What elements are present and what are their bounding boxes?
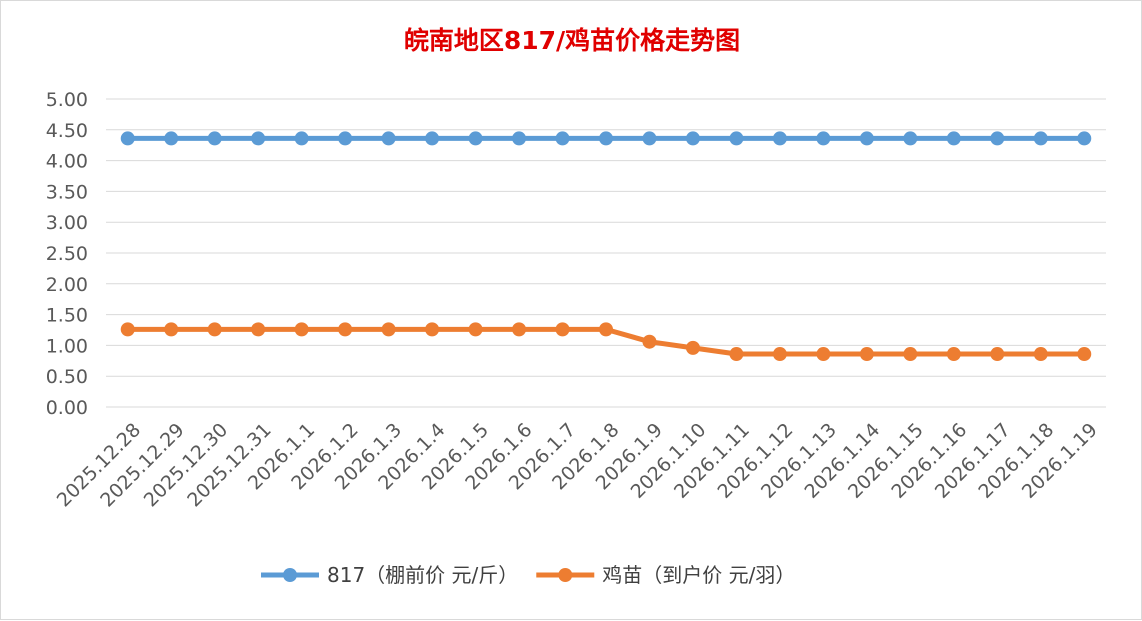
- data-point: [512, 131, 527, 146]
- data-point: [381, 131, 396, 146]
- data-point: [903, 347, 918, 362]
- data-point: [381, 322, 396, 337]
- y-tick-label: 1.50: [46, 305, 88, 327]
- data-point: [729, 347, 744, 362]
- legend-item-2: 鸡苗（到户价 元/羽）: [536, 563, 795, 587]
- y-tick-label: 0.00: [46, 397, 88, 419]
- series-1: [120, 131, 1092, 146]
- data-point: [990, 347, 1005, 362]
- x-axis-ticks: 2025.12.282025.12.292025.12.302025.12.31…: [53, 419, 1102, 511]
- data-point: [990, 131, 1005, 146]
- data-point: [1033, 131, 1048, 146]
- y-tick-label: 3.50: [46, 181, 88, 203]
- data-point: [338, 322, 353, 337]
- data-point: [294, 131, 309, 146]
- data-point: [772, 131, 787, 146]
- data-point: [859, 131, 874, 146]
- y-tick-label: 3.00: [46, 212, 88, 234]
- data-point: [468, 322, 483, 337]
- legend-marker: [558, 568, 573, 582]
- data-point: [512, 322, 527, 337]
- data-point: [642, 334, 657, 349]
- legend-marker: [283, 568, 297, 582]
- data-point: [903, 131, 918, 146]
- data-point: [120, 322, 135, 337]
- series-layer: [120, 131, 1092, 362]
- data-point: [772, 347, 787, 362]
- data-point: [1077, 131, 1092, 146]
- y-tick-label: 4.50: [46, 120, 88, 142]
- data-point: [251, 322, 266, 337]
- data-point: [164, 322, 179, 337]
- data-point: [425, 131, 440, 146]
- y-tick-label: 4.00: [46, 151, 88, 173]
- legend-item-1: 817（棚前价 元/斤）: [261, 563, 518, 587]
- data-point: [599, 322, 613, 337]
- data-point: [729, 131, 744, 146]
- data-point: [685, 340, 700, 355]
- data-point: [207, 131, 222, 146]
- data-point: [946, 347, 961, 362]
- data-point: [251, 131, 266, 146]
- series-2: [120, 322, 1092, 362]
- y-axis-ticks: 0.00 0.50 1.00 1.50 2.00 2.50 3.00 3.50 4.00 4.50…: [46, 89, 88, 419]
- y-tick-label: 2.50: [46, 243, 88, 265]
- data-point: [946, 131, 961, 146]
- grid-lines: [106, 98, 1106, 408]
- data-point: [642, 131, 657, 146]
- data-point: [164, 131, 179, 146]
- data-point: [816, 347, 831, 362]
- data-point: [1033, 347, 1048, 362]
- y-tick-label: 0.50: [46, 366, 88, 388]
- data-point: [599, 131, 613, 146]
- data-point: [425, 322, 440, 337]
- legend: 817（棚前价 元/斤） 鸡苗（到户价 元/羽）: [261, 563, 795, 587]
- data-point: [120, 131, 135, 146]
- data-point: [468, 131, 483, 146]
- data-point: [1077, 347, 1092, 362]
- data-point: [207, 322, 222, 337]
- y-tick-label: 5.00: [46, 89, 88, 111]
- y-tick-label: 2.00: [46, 274, 88, 296]
- data-point: [294, 322, 309, 337]
- data-point: [685, 131, 700, 146]
- legend-label: 817（棚前价 元/斤）: [327, 563, 518, 587]
- data-point: [555, 131, 570, 146]
- legend-label: 鸡苗（到户价 元/羽）: [602, 563, 795, 587]
- y-tick-label: 1.00: [46, 335, 88, 357]
- data-point: [816, 131, 831, 146]
- chart-title: 皖南地区817/鸡苗价格走势图: [404, 26, 740, 55]
- data-point: [859, 347, 874, 362]
- data-point: [338, 131, 353, 146]
- data-point: [555, 322, 570, 337]
